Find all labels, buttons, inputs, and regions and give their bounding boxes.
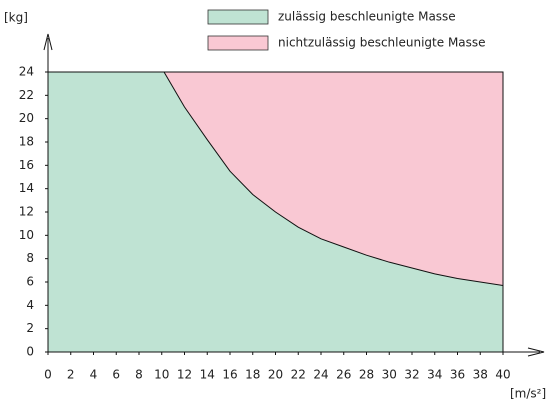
legend-label: nichtzulässig beschleunigte Masse <box>278 36 486 50</box>
y-tick-label: 24 <box>19 65 34 79</box>
y-tick-label: 16 <box>19 158 34 172</box>
y-tick-label: 22 <box>19 88 34 102</box>
plot-frame <box>48 71 504 352</box>
area-not-allowed <box>48 72 503 286</box>
legend-label: zulässig beschleunigte Masse <box>278 10 456 24</box>
x-tick-label: 0 <box>44 368 52 382</box>
legend-swatch <box>207 9 269 25</box>
x-tick-label: 12 <box>177 368 192 382</box>
x-tick-label: 32 <box>404 368 419 382</box>
legend-swatch <box>207 35 269 51</box>
x-tick-label: 22 <box>291 368 306 382</box>
x-tick-label: 28 <box>359 368 374 382</box>
x-tick-label: 18 <box>245 368 260 382</box>
y-axis-arrow <box>43 33 53 51</box>
x-tick-label: 36 <box>450 368 465 382</box>
y-tick-label: 4 <box>26 298 34 312</box>
x-tick-label: 16 <box>222 368 237 382</box>
x-tick-label: 10 <box>154 368 169 382</box>
boundary-line <box>48 71 504 286</box>
x-tick-label: 2 <box>67 368 75 382</box>
x-tick-label: 20 <box>268 368 283 382</box>
y-tick-label: 20 <box>19 111 34 125</box>
x-tick-label: 8 <box>135 368 143 382</box>
y-tick-label: 0 <box>26 345 34 359</box>
x-tick-label: 14 <box>200 368 215 382</box>
y-tick-label: 18 <box>19 135 34 149</box>
x-axis-arrow <box>527 347 545 357</box>
x-tick-label: 34 <box>427 368 442 382</box>
y-tick-label: 10 <box>19 228 34 242</box>
x-tick-label: 40 <box>495 368 510 382</box>
y-tick-label: 12 <box>19 205 34 219</box>
x-tick-label: 30 <box>382 368 397 382</box>
y-tick-label: 6 <box>26 275 34 289</box>
x-axis-label: [m/s²] <box>510 387 546 401</box>
x-tick-label: 6 <box>112 368 120 382</box>
y-axis-label: [kg] <box>4 11 28 25</box>
x-tick-label: 38 <box>473 368 488 382</box>
y-tick-label: 8 <box>26 251 34 265</box>
x-tick-label: 26 <box>336 368 351 382</box>
x-tick-label: 4 <box>90 368 98 382</box>
y-tick-label: 14 <box>19 181 34 195</box>
y-tick-label: 2 <box>26 321 34 335</box>
x-tick-label: 24 <box>313 368 328 382</box>
